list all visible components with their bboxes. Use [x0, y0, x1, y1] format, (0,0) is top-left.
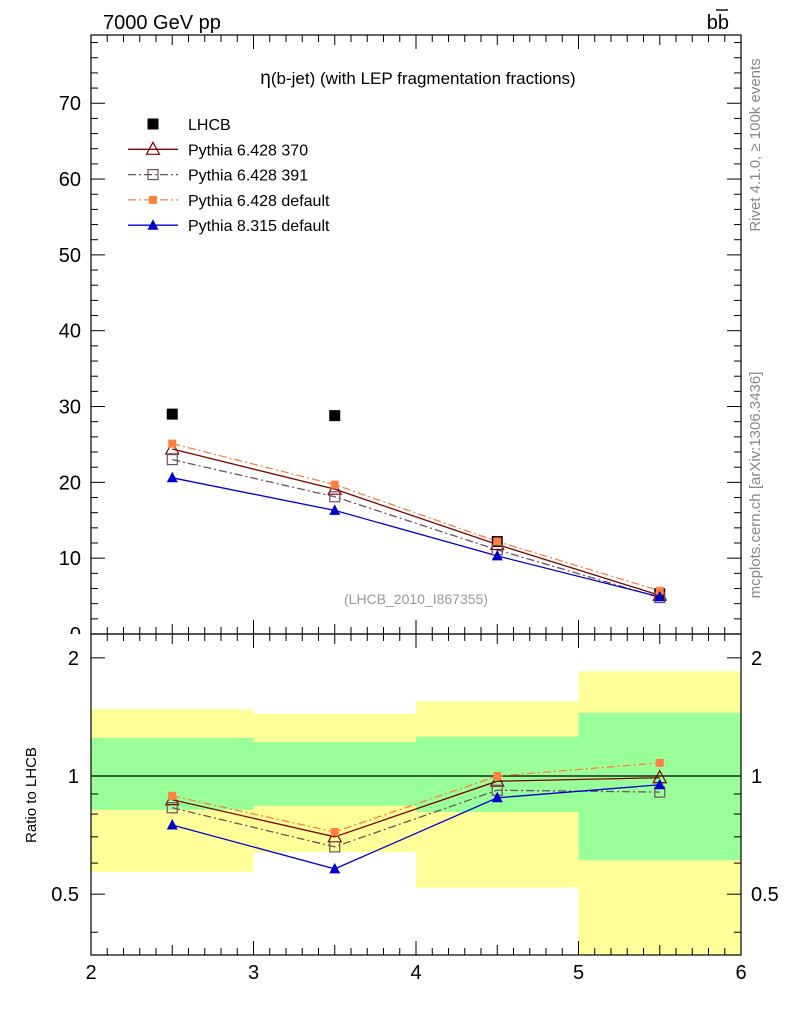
main-point-p8def-1	[329, 504, 341, 515]
legend-entry-p391: Pythia 6.428 391	[128, 168, 308, 185]
ratio-point-p6def-3	[655, 758, 664, 767]
ratio-point-p8def-0	[166, 819, 178, 830]
ratio-point-p6def-0	[168, 791, 177, 800]
legend-marker-p370	[145, 141, 161, 155]
ratio-point-p391-0	[166, 802, 178, 814]
legend-label-p370: Pythia 6.428 370	[188, 142, 308, 159]
ratio-axes: 0.5 0.5 1 1 2 2 2 3 4 5 6	[51, 633, 779, 984]
ratio-x-tick-label: 4	[410, 962, 421, 984]
main-panel: η(b-jet) (with LEP fragmentation fractio…	[59, 34, 742, 646]
ratio-x-tick-label: 5	[573, 962, 584, 984]
ratio-y-tick-label-left: 0.5	[51, 884, 79, 906]
legend-entry-p370: Pythia 6.428 370	[128, 141, 308, 159]
ratio-y-tick-label-right: 2	[751, 648, 762, 670]
main-point-p370-0	[164, 440, 180, 455]
analysis-watermark: (LHCB_2010_I867355)	[344, 591, 488, 607]
ratio-line-p8def	[172, 784, 660, 870]
ratio-x-tick-label: 6	[735, 962, 746, 984]
ratio-uncertainty-bands	[91, 671, 741, 955]
legend-label-p391: Pythia 6.428 391	[188, 168, 308, 185]
legend-marker-lhcb	[147, 118, 159, 130]
main-y-tick-label: 70	[59, 93, 81, 115]
main-title: η(b-jet) (with LEP fragmentation fractio…	[260, 68, 575, 89]
ratio-inner-band-1	[253, 742, 416, 806]
main-series-lines	[172, 443, 660, 599]
main-title-text: (b-jet) (with LEP fragmentation fraction…	[271, 69, 576, 88]
main-y-tick-label: 20	[59, 472, 81, 494]
main-line-p370	[172, 448, 660, 596]
energy-label: 7000 GeV pp	[103, 12, 221, 34]
main-y-tick-label: 40	[59, 321, 81, 343]
legend-label-p6def: Pythia 6.428 default	[188, 193, 330, 210]
main-point-p6def-0	[168, 439, 177, 448]
main-y-tick-label: 30	[59, 397, 81, 419]
ratio-x-tick-label: 3	[248, 962, 259, 984]
main-point-p391-0	[166, 454, 178, 466]
main-point-p6def-3	[655, 586, 664, 595]
ratio-panel: 0.5 0.5 1 1 2 2 2 3 4 5 6 Ratio to LHCB	[23, 633, 779, 984]
main-line-p8def	[172, 477, 660, 598]
mcplots-reference-label: mcplots.cern.ch [arXiv:1306.3436]	[747, 372, 764, 599]
main-series-markers	[164, 408, 668, 604]
main-point-p8def-0	[166, 471, 178, 483]
eta-symbol: η	[260, 68, 271, 89]
legend-label-lhcb: LHCB	[188, 117, 231, 134]
legend-marker-p6def	[149, 195, 157, 204]
legend-label-p8def: Pythia 8.315 default	[188, 218, 330, 235]
legend-entry-p8def: Pythia 8.315 default	[128, 218, 330, 235]
ratio-y-tick-label-left: 1	[68, 766, 79, 788]
ratio-y-tick-label-right: 0.5	[751, 884, 779, 906]
legend-entry-p6def: Pythia 6.428 default	[128, 193, 330, 210]
legend: LHCB Pythia 6.428 370 Pythia 6.428 391 Pyth…	[128, 117, 330, 235]
main-point-lhcb-0	[166, 408, 178, 420]
main-point-lhcb-1	[329, 410, 341, 422]
ratio-y-tick-label-right: 1	[751, 766, 762, 788]
ratio-point-p6def-2	[493, 772, 502, 781]
main-y-tick-label: 50	[59, 245, 81, 267]
ratio-x-tick-label: 2	[85, 962, 96, 984]
main-point-p8def-2	[491, 549, 503, 561]
ratio-point-p6def-1	[330, 828, 339, 837]
ratio-point-p8def-2	[491, 791, 503, 803]
main-point-p6def-1	[330, 480, 339, 489]
ratio-y-axis-label: Ratio to LHCB	[23, 747, 40, 843]
ratio-point-p391-1	[329, 841, 341, 853]
ratio-point-p8def-1	[329, 862, 341, 874]
ratio-line-p6def	[172, 762, 660, 833]
main-point-p391-1	[329, 491, 341, 503]
ratio-point-p8def-3	[654, 778, 666, 790]
ratio-series-markers	[164, 758, 668, 874]
legend-marker-p391	[147, 169, 159, 181]
main-point-p6def-2	[493, 537, 502, 546]
main-point-p8def-3	[654, 590, 666, 602]
legend-entry-lhcb: LHCB	[147, 117, 231, 134]
main-line-p6def	[172, 443, 660, 592]
main-y-tick-label: 60	[59, 169, 81, 191]
ratio-point-p370-2	[489, 772, 505, 787]
ratio-y-tick-label-left: 2	[68, 648, 79, 670]
ratio-line-p370	[172, 777, 660, 838]
main-line-p391	[172, 458, 660, 599]
main-axes: 0 10 20 30 40 50 60 70	[59, 34, 742, 646]
rivet-version-label: Rivet 4.1.0, ≥ 100k events	[747, 58, 764, 231]
main-y-tick-label: 10	[59, 548, 81, 570]
legend-marker-p8def	[147, 219, 159, 230]
main-y-tick-label: 0	[70, 624, 81, 646]
process-label: bb	[707, 12, 729, 34]
ratio-series-lines	[172, 762, 660, 870]
